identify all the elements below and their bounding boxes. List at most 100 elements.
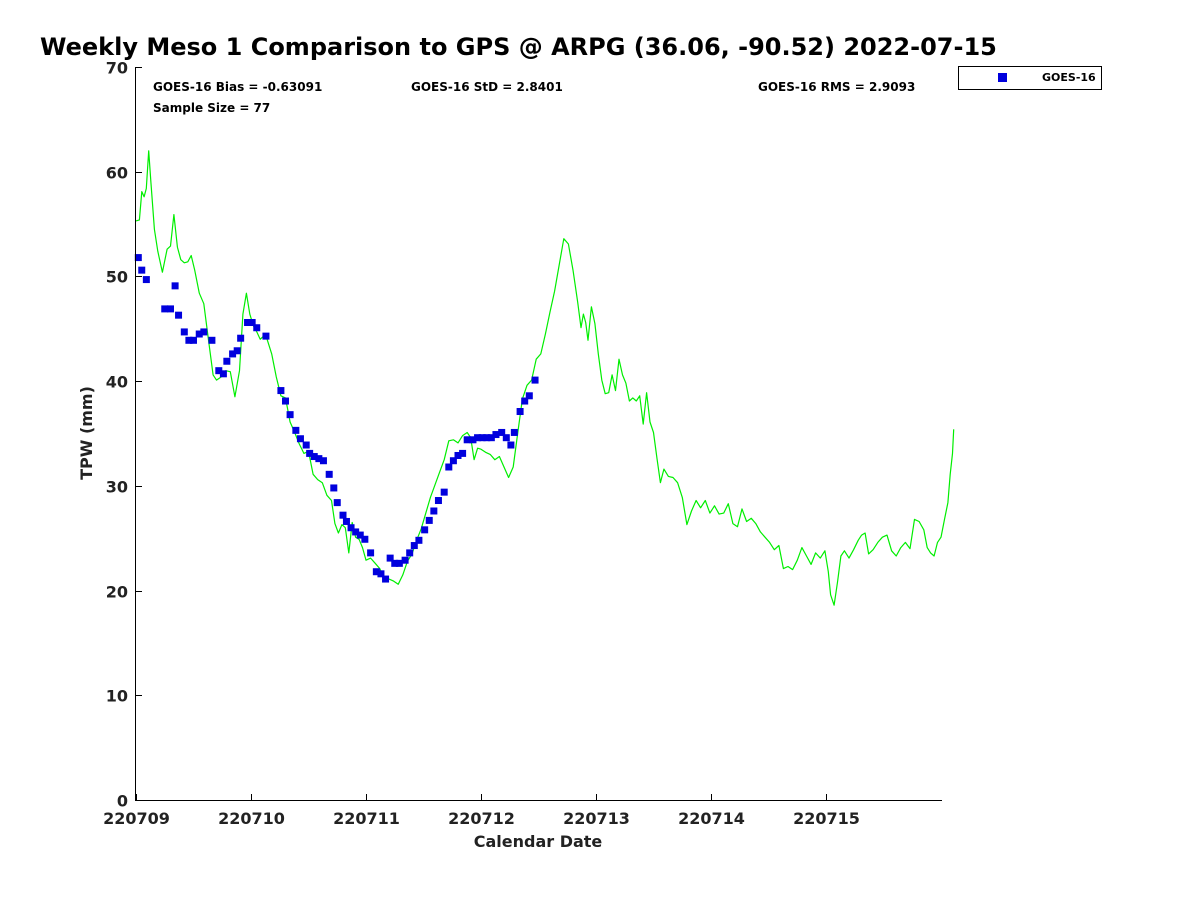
goes-point <box>200 328 208 336</box>
y-tick-label: 50 <box>106 268 128 287</box>
goes-point <box>352 528 360 536</box>
x-tick-label: 220715 <box>793 809 860 828</box>
goes-point <box>161 305 169 313</box>
goes-point <box>492 431 500 439</box>
goes-point <box>219 370 227 378</box>
goes-point <box>142 276 150 284</box>
goes-point <box>229 350 237 358</box>
y-tick-label: 30 <box>106 478 128 497</box>
goes-point <box>330 484 338 492</box>
goes-point <box>190 336 197 344</box>
goes-point <box>401 556 409 564</box>
goes-point <box>262 332 270 340</box>
gps-line <box>135 150 955 606</box>
goes-point <box>195 330 203 338</box>
goes-point <box>208 336 216 344</box>
goes-series <box>134 254 539 583</box>
goes-point <box>339 511 347 519</box>
goes-point <box>282 397 289 405</box>
gps-series <box>135 150 955 606</box>
goes-point <box>415 536 423 544</box>
goes-point <box>342 517 350 525</box>
goes-point <box>171 282 179 290</box>
legend-box <box>958 66 1102 90</box>
goes-point <box>410 542 418 550</box>
goes-point <box>233 347 241 355</box>
goes-point <box>310 453 318 461</box>
axes <box>135 67 942 801</box>
goes-point <box>167 305 174 313</box>
y-tick-label: 20 <box>106 583 128 602</box>
goes-point <box>180 328 188 336</box>
goes-point <box>253 324 261 332</box>
goes-point <box>463 436 471 444</box>
goes-point <box>372 568 380 576</box>
goes-point <box>487 434 495 442</box>
goes-point <box>175 311 183 319</box>
goes-point <box>498 428 506 436</box>
goes-point <box>277 387 285 395</box>
goes-point <box>367 549 375 557</box>
goes-point <box>296 435 304 443</box>
goes-point <box>521 397 529 405</box>
goes-point <box>395 559 403 567</box>
x-tick-label: 220713 <box>563 809 630 828</box>
goes-point <box>347 524 355 532</box>
y-tick-label: 70 <box>106 59 128 78</box>
goes-point <box>386 554 394 562</box>
goes-point <box>302 441 310 449</box>
x-tick-label: 220710 <box>218 809 285 828</box>
x-axis-title: Calendar Date <box>474 832 603 851</box>
goes-point <box>325 470 333 478</box>
goes-point <box>525 392 533 400</box>
goes-point <box>292 426 300 434</box>
goes-point <box>406 549 414 557</box>
goes-point <box>134 254 142 262</box>
std-stat: GOES-16 StD = 2.8401 <box>411 80 563 94</box>
goes-point <box>215 367 223 375</box>
legend-marker <box>998 73 1007 82</box>
goes-point <box>356 531 364 539</box>
goes-point <box>421 526 429 534</box>
y-tick-label: 10 <box>106 687 128 706</box>
goes-point <box>237 334 245 342</box>
goes-point <box>333 499 341 507</box>
goes-point <box>507 441 515 449</box>
goes-point <box>510 428 518 436</box>
x-tick-label: 220714 <box>678 809 745 828</box>
goes-point <box>425 516 433 524</box>
x-tick-label: 220712 <box>448 809 515 828</box>
goes-point <box>286 411 294 419</box>
goes-point <box>440 488 448 496</box>
goes-point <box>223 357 231 365</box>
goes-point <box>483 434 491 442</box>
x-ticks: 220709 220710 220711 220712 220713 220714 2207… <box>103 794 860 828</box>
goes-point <box>377 570 385 578</box>
goes-point <box>319 457 327 465</box>
x-tick-label: 220711 <box>333 809 400 828</box>
goes-point <box>430 507 438 515</box>
bias-stat: GOES-16 Bias = -0.63091 <box>153 80 322 94</box>
rms-stat: GOES-16 RMS = 2.9093 <box>758 80 915 94</box>
sample-size-stat: Sample Size = 77 <box>153 101 270 115</box>
goes-point <box>469 436 477 444</box>
y-tick-label: 0 <box>117 792 128 811</box>
goes-point <box>531 376 539 384</box>
goes-point <box>449 457 457 465</box>
legend-label: GOES-16 <box>1042 71 1096 84</box>
x-tick-label: 220709 <box>103 809 170 828</box>
y-axis-title: TPW (mm) <box>77 386 96 480</box>
goes-point <box>391 559 399 567</box>
chart-title: Weekly Meso 1 Comparison to GPS @ ARPG (… <box>40 33 997 61</box>
y-tick-label: 40 <box>106 373 128 392</box>
goes-point <box>502 434 510 442</box>
goes-point <box>382 575 390 583</box>
goes-point <box>315 455 323 463</box>
goes-point <box>478 434 486 442</box>
goes-point <box>306 449 314 457</box>
y-ticks: 0 10 20 30 40 50 60 70 <box>106 59 142 811</box>
goes-point <box>454 451 462 459</box>
goes-point <box>185 336 193 344</box>
